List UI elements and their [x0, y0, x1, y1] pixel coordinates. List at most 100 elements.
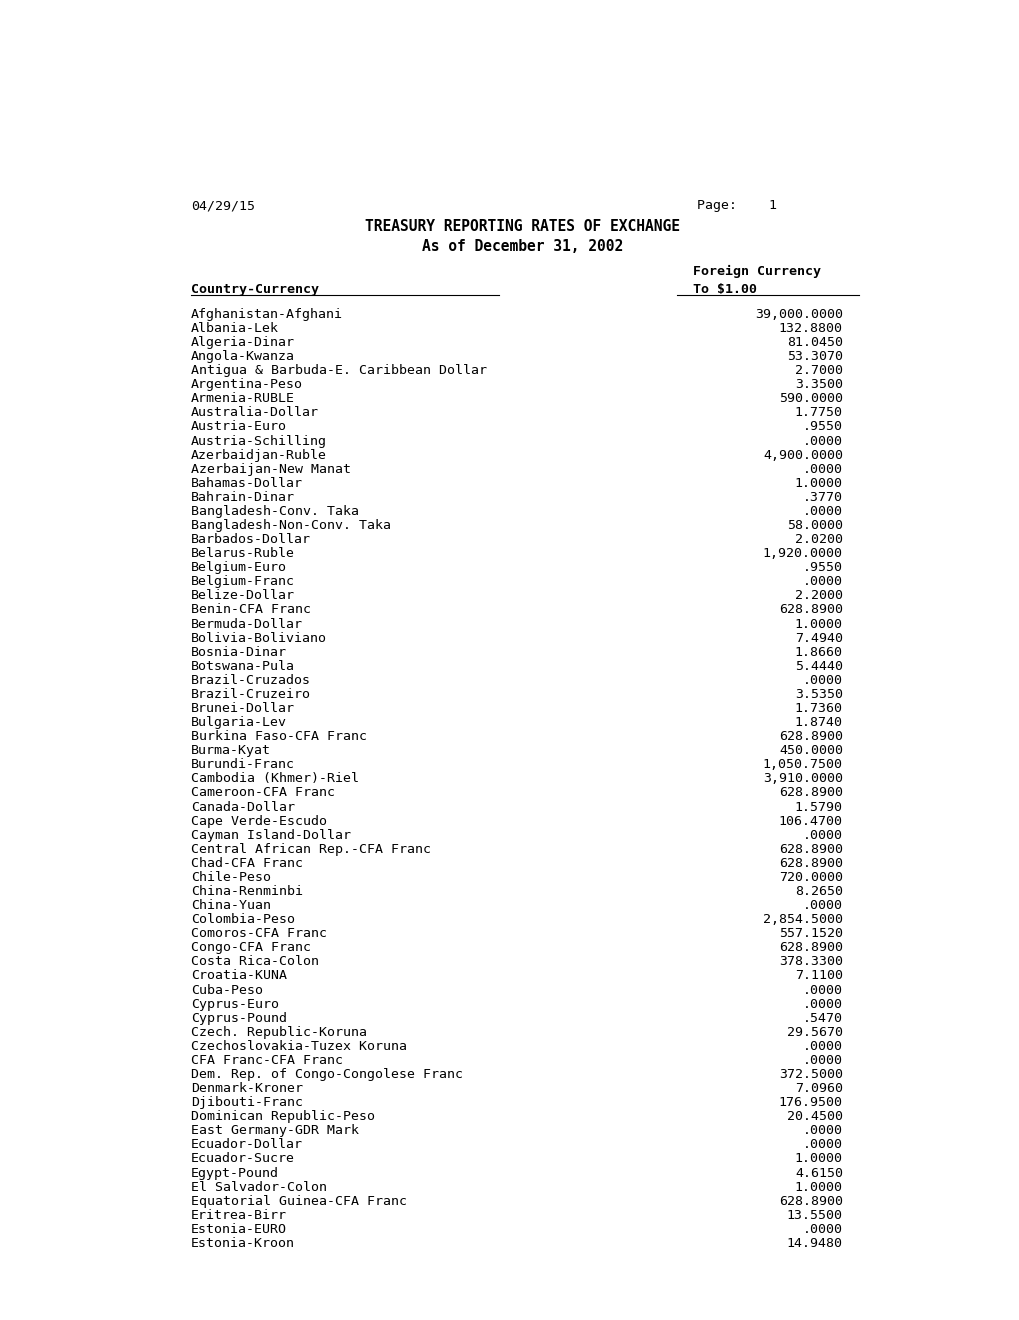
- Text: Bahamas-Dollar: Bahamas-Dollar: [191, 477, 303, 490]
- Text: 628.8900: 628.8900: [779, 730, 842, 743]
- Text: .9550: .9550: [802, 561, 842, 574]
- Text: Albania-Lek: Albania-Lek: [191, 322, 278, 335]
- Text: Cuba-Peso: Cuba-Peso: [191, 983, 263, 997]
- Text: .0000: .0000: [802, 434, 842, 447]
- Text: Estonia-Kroon: Estonia-Kroon: [191, 1237, 294, 1250]
- Text: Croatia-KUNA: Croatia-KUNA: [191, 969, 286, 982]
- Text: Canada-Dollar: Canada-Dollar: [191, 800, 294, 813]
- Text: Page:    1: Page: 1: [696, 199, 775, 213]
- Text: 628.8900: 628.8900: [779, 857, 842, 870]
- Text: Brunei-Dollar: Brunei-Dollar: [191, 702, 294, 715]
- Text: Cayman Island-Dollar: Cayman Island-Dollar: [191, 829, 351, 842]
- Text: Bosnia-Dinar: Bosnia-Dinar: [191, 645, 286, 659]
- Text: Ecuador-Sucre: Ecuador-Sucre: [191, 1152, 294, 1166]
- Text: Cambodia (Khmer)-Riel: Cambodia (Khmer)-Riel: [191, 772, 359, 785]
- Text: 628.8900: 628.8900: [779, 603, 842, 616]
- Text: Comoros-CFA Franc: Comoros-CFA Franc: [191, 927, 326, 940]
- Text: Burkina Faso-CFA Franc: Burkina Faso-CFA Franc: [191, 730, 367, 743]
- Text: 20.4500: 20.4500: [786, 1110, 842, 1123]
- Text: .0000: .0000: [802, 1125, 842, 1138]
- Text: Botswana-Pula: Botswana-Pula: [191, 660, 294, 673]
- Text: .0000: .0000: [802, 576, 842, 589]
- Text: Cyprus-Euro: Cyprus-Euro: [191, 998, 278, 1011]
- Text: Belize-Dollar: Belize-Dollar: [191, 589, 294, 602]
- Text: 4,900.0000: 4,900.0000: [762, 449, 842, 462]
- Text: 53.3070: 53.3070: [786, 350, 842, 363]
- Text: Dem. Rep. of Congo-Congolese Franc: Dem. Rep. of Congo-Congolese Franc: [191, 1068, 463, 1081]
- Text: 3.3500: 3.3500: [794, 379, 842, 391]
- Text: Argentina-Peso: Argentina-Peso: [191, 379, 303, 391]
- Text: 1.0000: 1.0000: [794, 1180, 842, 1193]
- Text: China-Renminbi: China-Renminbi: [191, 884, 303, 898]
- Text: 29.5670: 29.5670: [786, 1026, 842, 1039]
- Text: .0000: .0000: [802, 462, 842, 475]
- Text: 1,920.0000: 1,920.0000: [762, 546, 842, 560]
- Text: 2,854.5000: 2,854.5000: [762, 913, 842, 927]
- Text: Bulgaria-Lev: Bulgaria-Lev: [191, 715, 286, 729]
- Text: 7.1100: 7.1100: [794, 969, 842, 982]
- Text: Czech. Republic-Koruna: Czech. Republic-Koruna: [191, 1026, 367, 1039]
- Text: Austria-Euro: Austria-Euro: [191, 421, 286, 433]
- Text: Belgium-Euro: Belgium-Euro: [191, 561, 286, 574]
- Text: .0000: .0000: [802, 673, 842, 686]
- Text: 132.8800: 132.8800: [779, 322, 842, 335]
- Text: 590.0000: 590.0000: [779, 392, 842, 405]
- Text: Equatorial Guinea-CFA Franc: Equatorial Guinea-CFA Franc: [191, 1195, 407, 1208]
- Text: 1.0000: 1.0000: [794, 477, 842, 490]
- Text: Benin-CFA Franc: Benin-CFA Franc: [191, 603, 311, 616]
- Text: Armenia-RUBLE: Armenia-RUBLE: [191, 392, 294, 405]
- Text: Estonia-EURO: Estonia-EURO: [191, 1222, 286, 1236]
- Text: 1.0000: 1.0000: [794, 618, 842, 631]
- Text: Cameroon-CFA Franc: Cameroon-CFA Franc: [191, 787, 334, 800]
- Text: 106.4700: 106.4700: [779, 814, 842, 828]
- Text: CFA Franc-CFA Franc: CFA Franc-CFA Franc: [191, 1053, 342, 1067]
- Text: 58.0000: 58.0000: [786, 519, 842, 532]
- Text: 1.8660: 1.8660: [794, 645, 842, 659]
- Text: Belgium-Franc: Belgium-Franc: [191, 576, 294, 589]
- Text: .3770: .3770: [802, 491, 842, 504]
- Text: .0000: .0000: [802, 829, 842, 842]
- Text: .9550: .9550: [802, 421, 842, 433]
- Text: As of December 31, 2002: As of December 31, 2002: [422, 239, 623, 253]
- Text: 3,910.0000: 3,910.0000: [762, 772, 842, 785]
- Text: Bangladesh-Non-Conv. Taka: Bangladesh-Non-Conv. Taka: [191, 519, 390, 532]
- Text: Djibouti-Franc: Djibouti-Franc: [191, 1096, 303, 1109]
- Text: TREASURY REPORTING RATES OF EXCHANGE: TREASURY REPORTING RATES OF EXCHANGE: [365, 219, 680, 235]
- Text: Egypt-Pound: Egypt-Pound: [191, 1167, 278, 1180]
- Text: Dominican Republic-Peso: Dominican Republic-Peso: [191, 1110, 374, 1123]
- Text: Central African Rep.-CFA Franc: Central African Rep.-CFA Franc: [191, 842, 430, 855]
- Text: 13.5500: 13.5500: [786, 1209, 842, 1222]
- Text: Chad-CFA Franc: Chad-CFA Franc: [191, 857, 303, 870]
- Text: Costa Rica-Colon: Costa Rica-Colon: [191, 956, 318, 969]
- Text: Bahrain-Dinar: Bahrain-Dinar: [191, 491, 294, 504]
- Text: Ecuador-Dollar: Ecuador-Dollar: [191, 1138, 303, 1151]
- Text: 4.6150: 4.6150: [794, 1167, 842, 1180]
- Text: 2.0200: 2.0200: [794, 533, 842, 546]
- Text: Chile-Peso: Chile-Peso: [191, 871, 270, 884]
- Text: Algeria-Dinar: Algeria-Dinar: [191, 337, 294, 348]
- Text: 1,050.7500: 1,050.7500: [762, 758, 842, 771]
- Text: China-Yuan: China-Yuan: [191, 899, 270, 912]
- Text: 628.8900: 628.8900: [779, 842, 842, 855]
- Text: Belarus-Ruble: Belarus-Ruble: [191, 546, 294, 560]
- Text: 2.2000: 2.2000: [794, 589, 842, 602]
- Text: 378.3300: 378.3300: [779, 956, 842, 969]
- Text: .0000: .0000: [802, 899, 842, 912]
- Text: 1.8740: 1.8740: [794, 715, 842, 729]
- Text: Bangladesh-Conv. Taka: Bangladesh-Conv. Taka: [191, 504, 359, 517]
- Text: To $1.00: To $1.00: [692, 284, 756, 297]
- Text: Bolivia-Boliviano: Bolivia-Boliviano: [191, 631, 326, 644]
- Text: Azerbaidjan-Ruble: Azerbaidjan-Ruble: [191, 449, 326, 462]
- Text: Australia-Dollar: Australia-Dollar: [191, 407, 318, 420]
- Text: 720.0000: 720.0000: [779, 871, 842, 884]
- Text: 1.0000: 1.0000: [794, 1152, 842, 1166]
- Text: Brazil-Cruzados: Brazil-Cruzados: [191, 673, 311, 686]
- Text: Country-Currency: Country-Currency: [191, 284, 318, 297]
- Text: 450.0000: 450.0000: [779, 744, 842, 758]
- Text: Burma-Kyat: Burma-Kyat: [191, 744, 270, 758]
- Text: 3.5350: 3.5350: [794, 688, 842, 701]
- Text: 8.2650: 8.2650: [794, 884, 842, 898]
- Text: 1.7750: 1.7750: [794, 407, 842, 420]
- Text: 14.9480: 14.9480: [786, 1237, 842, 1250]
- Text: .0000: .0000: [802, 1040, 842, 1053]
